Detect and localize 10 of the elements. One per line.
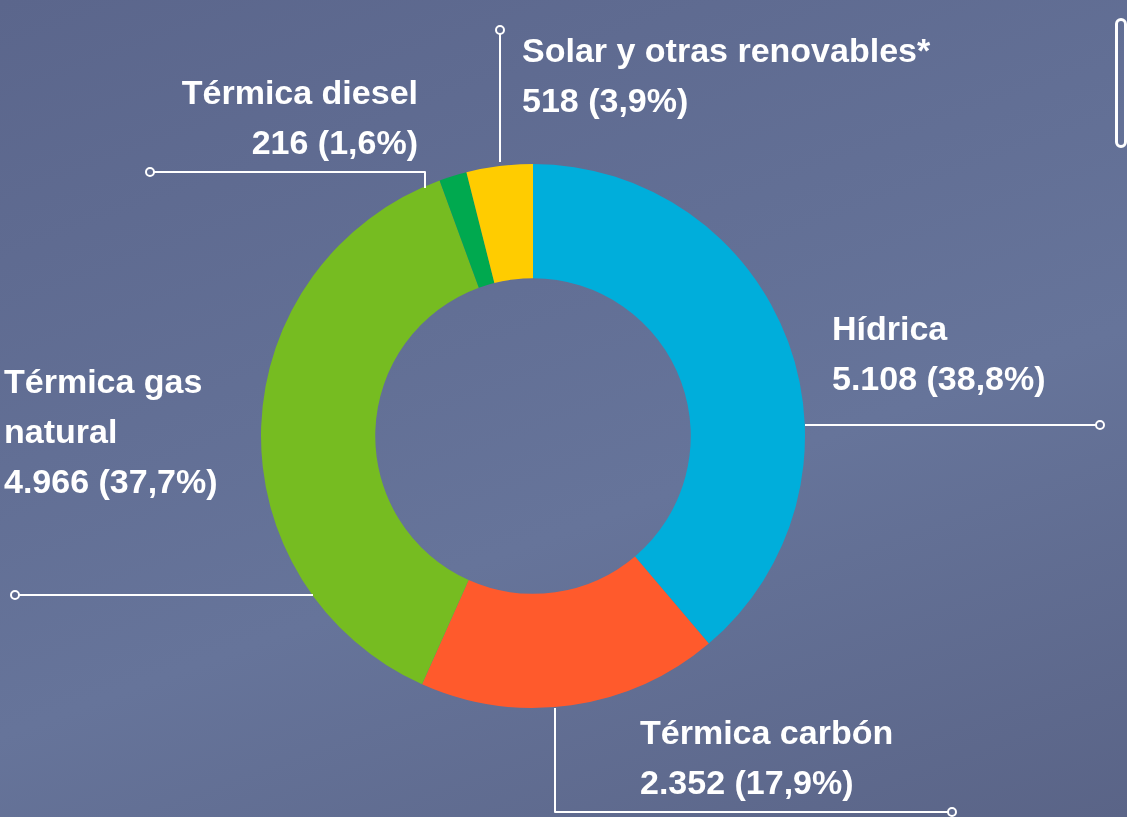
slice-label: Hídrica bbox=[832, 309, 949, 347]
data-label: 2.352 (17,9%) bbox=[640, 763, 854, 801]
slice-label: Solar y otras renovables* bbox=[522, 31, 931, 69]
data-label: 5.108 (38,8%) bbox=[832, 359, 1046, 397]
slice-label: Térmica diesel bbox=[181, 73, 418, 111]
slice-label: Térmica carbón bbox=[640, 713, 894, 751]
slice-label: Térmica gas natural bbox=[4, 362, 203, 450]
data-label: 518 (3,9%) bbox=[522, 81, 689, 119]
data-label: 4.966 (37,7%) bbox=[4, 462, 218, 500]
data-label: 216 (1,6%) bbox=[251, 123, 418, 161]
